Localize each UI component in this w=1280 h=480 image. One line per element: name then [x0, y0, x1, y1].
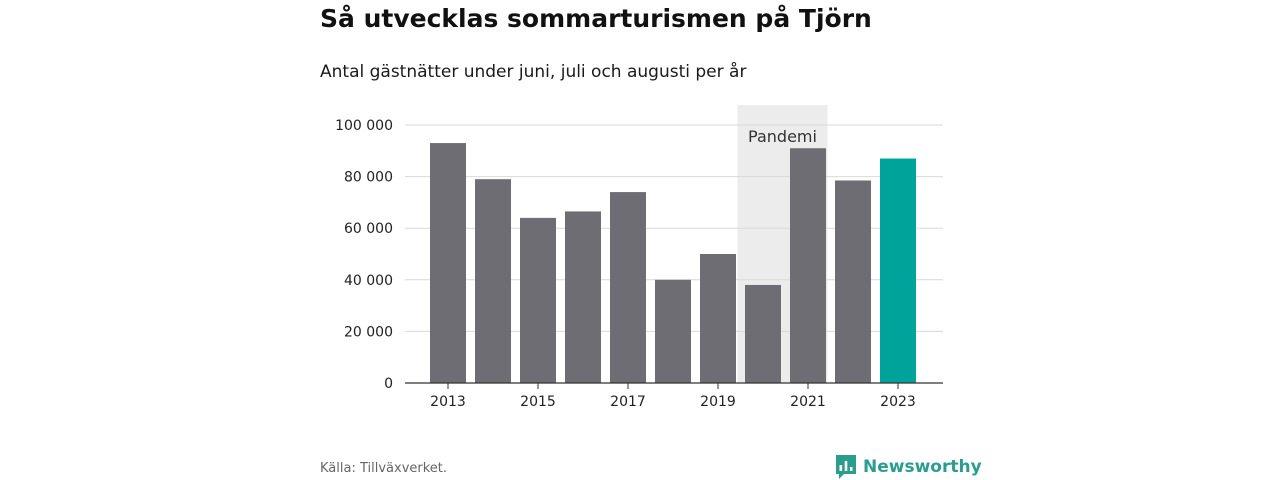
bar-2020: [745, 284, 781, 383]
y-tick-label: 20 000: [344, 324, 393, 340]
source-note: Källa: Tillväxverket.: [320, 461, 448, 476]
brand-name: Newsworthy: [863, 457, 982, 477]
bar-2015: [520, 217, 556, 383]
x-tick-label: 2023: [880, 394, 916, 410]
bar-2021: [790, 148, 826, 383]
bar-2016: [565, 211, 601, 383]
bar-2014: [475, 179, 511, 383]
x-tick-label: 2017: [610, 394, 646, 410]
x-tick-label: 2015: [520, 394, 556, 410]
x-tick-label: 2021: [790, 394, 826, 410]
y-tick-label: 100 000: [335, 118, 393, 134]
y-tick-label: 60 000: [344, 221, 393, 237]
chart-subtitle: Antal gästnätter under juni, juli och au…: [320, 62, 747, 82]
y-tick-label: 0: [384, 376, 393, 392]
bar-2018: [655, 279, 691, 383]
bar-2019: [700, 254, 736, 383]
y-tick-label: 80 000: [344, 170, 393, 186]
bar-2013: [430, 143, 466, 383]
bar-2017: [610, 192, 646, 383]
x-tick-label: 2019: [700, 394, 736, 410]
y-tick-label: 40 000: [344, 273, 393, 289]
bar-2022: [835, 180, 871, 383]
bar-2023: [880, 158, 916, 383]
x-tick-label: 2013: [430, 394, 466, 410]
bar-chart-speech-bubble-icon: [836, 455, 856, 479]
annotation-label: Pandemi: [748, 127, 817, 146]
chart-title: Så utvecklas sommarturismen på Tjörn: [320, 4, 872, 33]
brand-logo[interactable]: Newsworthy: [835, 454, 982, 480]
